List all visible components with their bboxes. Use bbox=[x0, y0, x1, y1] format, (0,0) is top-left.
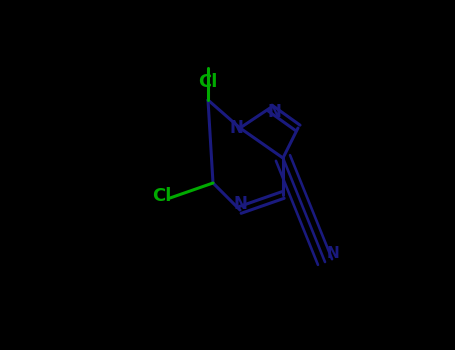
Text: Cl: Cl bbox=[152, 187, 172, 205]
Text: N: N bbox=[229, 119, 243, 137]
Text: N: N bbox=[267, 103, 281, 121]
Text: Cl: Cl bbox=[198, 73, 217, 91]
Text: N: N bbox=[327, 246, 339, 261]
Text: N: N bbox=[233, 195, 247, 213]
